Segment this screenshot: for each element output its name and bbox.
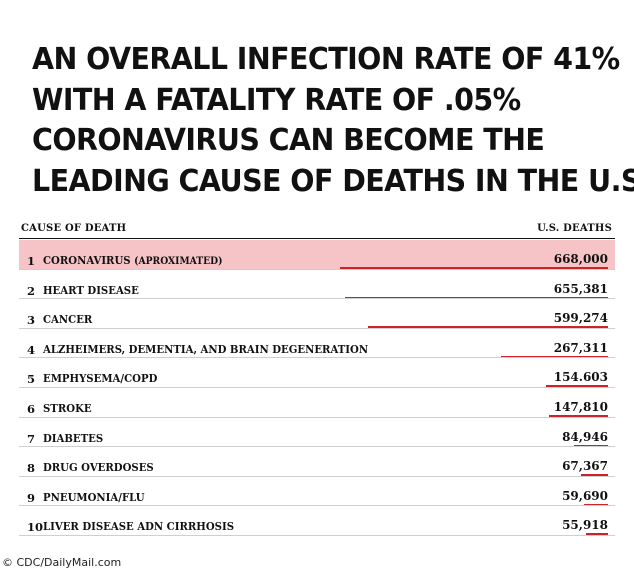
row-divider <box>19 505 615 507</box>
row-label: DIABETES <box>43 432 103 445</box>
row-rank: 3 <box>27 313 36 328</box>
row-divider <box>19 534 615 536</box>
row-value: 267,311 <box>553 340 608 355</box>
row-value: 67,367 <box>562 459 608 474</box>
table-row: 9 PNEUMONIA/FLU 59,690 <box>19 477 615 507</box>
row-label: LIVER DISEASE ADN CIRRHOSIS <box>43 520 234 533</box>
table-row: 10 LIVER DISEASE ADN CIRRHOSIS 55,918 <box>19 506 615 536</box>
row-label: STROKE <box>43 402 92 415</box>
row-rank: 2 <box>27 283 36 298</box>
header-divider <box>19 238 615 239</box>
row-label-text: DIABETES <box>43 431 104 445</box>
value-bar <box>340 267 608 270</box>
value-bar <box>584 503 608 507</box>
value-bar <box>368 326 608 329</box>
row-divider <box>19 386 615 388</box>
table-row: 1 CORONAVIRUS (APROXIMATED) 668,000 <box>19 240 615 270</box>
row-divider <box>19 446 615 448</box>
table-row: 4 ALZHEIMERS, DEMENTIA, AND BRAIN DEGENER… <box>19 329 615 359</box>
value-bar <box>501 355 608 359</box>
row-label-text: CANCER <box>43 313 93 327</box>
row-divider <box>19 298 615 300</box>
value-bar <box>549 414 608 418</box>
row-label-text: ALZHEIMERS, DEMENTIA, AND BRAIN DEGENERA… <box>43 342 369 356</box>
death-causes-table: 1 CORONAVIRUS (APROXIMATED) 668,000 2 HEART … <box>19 240 615 536</box>
row-value: 55,918 <box>562 518 608 533</box>
row-divider <box>19 357 615 359</box>
headline-line-1: AN OVERALL INFECTION RATE OF 41% <box>32 42 620 77</box>
row-divider <box>19 268 615 270</box>
row-value: 59,690 <box>562 488 608 503</box>
row-rank: 5 <box>27 372 36 387</box>
row-value: 147,810 <box>553 399 608 414</box>
value-bar <box>546 385 608 388</box>
row-divider <box>19 416 615 418</box>
headline-line-3: CORONAVIRUS CAN BECOME THE <box>32 123 545 158</box>
row-label-text: CORONAVIRUS <box>43 254 131 267</box>
image-credit: © CDC/DailyMail.com <box>2 556 122 569</box>
row-rank: 6 <box>27 401 36 416</box>
row-value: 599,274 <box>553 311 608 326</box>
value-bar <box>574 444 608 448</box>
row-label-text: DRUG OVERDOSES <box>43 461 154 475</box>
row-label: HEART DISEASE <box>43 284 139 297</box>
value-bar <box>345 296 608 300</box>
row-value: 154.603 <box>553 370 608 385</box>
value-bar <box>581 474 608 477</box>
row-label-note: (APROXIMATED) <box>134 256 223 267</box>
row-value: 655,381 <box>553 281 608 296</box>
row-divider <box>19 475 615 477</box>
row-label: ALZHEIMERS, DEMENTIA, AND BRAIN DEGENERA… <box>43 343 368 356</box>
column-header-deaths: U.S. DEATHS <box>537 223 612 234</box>
table-row: 2 HEART DISEASE 655,381 <box>19 270 615 300</box>
table-row: 6 STROKE 147,810 <box>19 388 615 418</box>
row-label: DRUG OVERDOSES <box>43 461 154 474</box>
table-row: 8 DRUG OVERDOSES 67,367 <box>19 447 615 477</box>
row-label: CORONAVIRUS (APROXIMATED) <box>43 254 223 267</box>
headline-line-4: LEADING CAUSE OF DEATHS IN THE U.S. <box>32 163 634 199</box>
table-row: 3 CANCER 599,274 <box>19 299 615 329</box>
value-bar <box>586 533 608 536</box>
headline-line-2: WITH A FATALITY RATE OF .05% <box>32 82 521 118</box>
row-value: 668,000 <box>553 252 608 266</box>
row-label-text: LIVER DISEASE ADN CIRRHOSIS <box>43 520 235 534</box>
row-rank: 10 <box>27 520 44 535</box>
row-label-text: PNEUMONIA/FLU <box>43 490 145 504</box>
row-rank: 1 <box>27 254 36 268</box>
column-header-cause: CAUSE OF DEATH <box>21 223 127 234</box>
row-divider <box>19 327 615 329</box>
row-label: EMPHYSEMA/COPD <box>43 372 157 385</box>
row-rank: 4 <box>27 342 36 357</box>
row-rank: 7 <box>27 431 36 446</box>
row-label-text: STROKE <box>43 401 92 415</box>
headline: AN OVERALL INFECTION RATE OF 41% WITH A … <box>32 40 634 202</box>
row-label: PNEUMONIA/FLU <box>43 491 145 504</box>
table-row: 5 EMPHYSEMA/COPD 154.603 <box>19 358 615 388</box>
row-label-text: HEART DISEASE <box>43 283 139 297</box>
row-rank: 8 <box>27 461 36 476</box>
table-row: 7 DIABETES 84,946 <box>19 418 615 448</box>
row-label-text: EMPHYSEMA/COPD <box>43 372 158 386</box>
row-rank: 9 <box>27 490 36 505</box>
row-label: CANCER <box>43 313 92 326</box>
row-value: 84,946 <box>562 429 608 444</box>
